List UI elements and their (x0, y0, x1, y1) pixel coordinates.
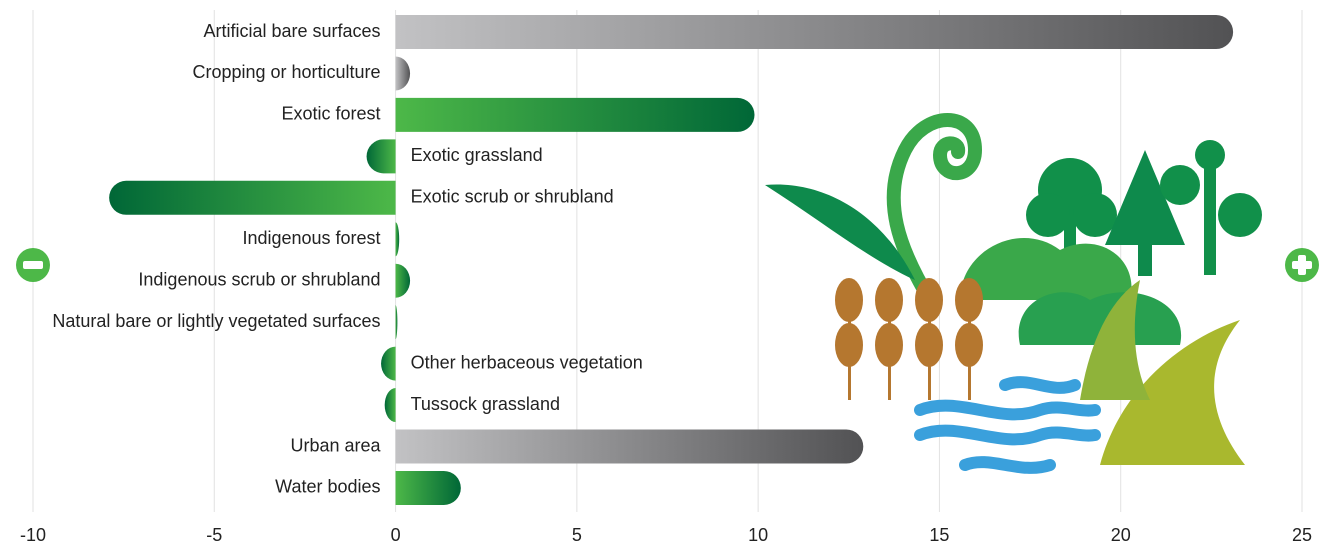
x-tick-label: 25 (1292, 525, 1312, 545)
bar (396, 430, 864, 464)
illustration (765, 120, 1262, 468)
plus-icon (1285, 248, 1319, 282)
bar (109, 181, 395, 215)
bar (396, 305, 398, 339)
category-label: Urban area (291, 435, 382, 455)
x-tick-label: 5 (572, 525, 582, 545)
bar (385, 388, 396, 422)
bar (396, 264, 411, 298)
category-label: Indigenous scrub or shrubland (138, 269, 380, 289)
bar (396, 471, 461, 505)
minus-icon (16, 248, 50, 282)
category-label: Exotic forest (282, 104, 381, 124)
category-label: Artificial bare surfaces (203, 21, 380, 41)
category-label: Tussock grassland (411, 394, 560, 414)
bar (381, 347, 396, 381)
x-tick-label: -10 (20, 525, 46, 545)
category-label: Cropping or horticulture (192, 62, 380, 82)
x-tick-label: 0 (391, 525, 401, 545)
category-label: Water bodies (275, 477, 380, 497)
bar (396, 56, 410, 90)
category-label: Natural bare or lightly vegetated surfac… (52, 311, 380, 331)
bar (367, 139, 396, 173)
bar (396, 15, 1234, 49)
x-tick-label: 15 (929, 525, 949, 545)
x-tick-label: 10 (748, 525, 768, 545)
category-label: Exotic scrub or shrubland (411, 187, 614, 207)
x-tick-label: -5 (206, 525, 222, 545)
category-label: Other herbaceous vegetation (411, 352, 643, 372)
category-label: Exotic grassland (411, 145, 543, 165)
bar (396, 222, 400, 256)
x-tick-label: 20 (1111, 525, 1131, 545)
category-label: Indigenous forest (242, 228, 380, 248)
bar (396, 98, 755, 132)
